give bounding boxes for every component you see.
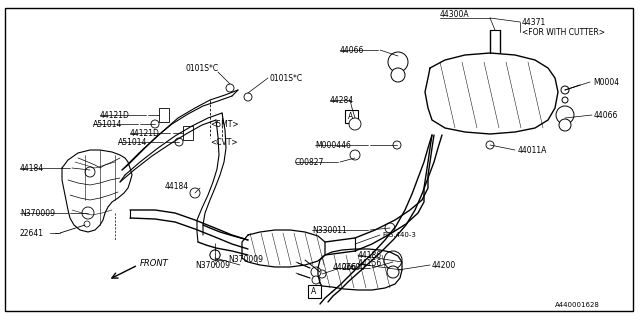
Text: 44184: 44184 [165, 181, 189, 190]
Circle shape [384, 251, 402, 269]
Text: A: A [312, 287, 317, 297]
Circle shape [210, 250, 220, 260]
Text: 44186: 44186 [358, 251, 382, 260]
Text: 0101S*C: 0101S*C [270, 74, 303, 83]
Circle shape [387, 266, 399, 278]
Text: 44121D: 44121D [130, 129, 160, 138]
Text: FRONT: FRONT [140, 259, 169, 268]
Circle shape [82, 207, 94, 219]
Circle shape [562, 97, 568, 103]
Circle shape [393, 141, 401, 149]
Circle shape [350, 150, 360, 160]
Text: N370009: N370009 [195, 260, 230, 269]
Circle shape [385, 223, 395, 233]
Circle shape [311, 267, 321, 277]
Text: 44300A: 44300A [440, 10, 470, 19]
Circle shape [388, 52, 408, 72]
Circle shape [190, 188, 200, 198]
Bar [345, 110, 358, 123]
Bar [308, 285, 321, 298]
Circle shape [486, 141, 494, 149]
Text: A440001628: A440001628 [555, 302, 600, 308]
Text: A51014: A51014 [93, 119, 122, 129]
Circle shape [349, 118, 361, 130]
Circle shape [556, 106, 574, 124]
Circle shape [318, 270, 326, 278]
Text: <FOR WITH CUTTER>: <FOR WITH CUTTER> [522, 28, 605, 36]
Text: A51014: A51014 [118, 138, 147, 147]
Text: N370009: N370009 [228, 255, 263, 265]
Circle shape [85, 167, 95, 177]
Text: 44011A: 44011A [518, 146, 547, 155]
Text: A: A [348, 111, 354, 121]
Text: 44156: 44156 [358, 260, 382, 268]
Bar [159, 108, 169, 122]
Circle shape [244, 93, 252, 101]
Circle shape [84, 221, 90, 227]
Text: 44200: 44200 [432, 260, 456, 269]
Text: M000446: M000446 [315, 140, 351, 149]
Circle shape [561, 86, 569, 94]
Text: M0004: M0004 [593, 77, 619, 86]
Text: C00827: C00827 [295, 157, 324, 166]
Text: <CVT>: <CVT> [210, 138, 237, 147]
Text: 22641: 22641 [20, 228, 44, 237]
Text: <5MT>: <5MT> [210, 119, 239, 129]
Circle shape [226, 84, 234, 92]
Bar [183, 126, 193, 140]
Text: 44066: 44066 [340, 45, 364, 54]
Circle shape [559, 119, 571, 131]
Text: 44066: 44066 [594, 110, 618, 119]
Circle shape [312, 276, 320, 284]
Circle shape [151, 120, 159, 128]
Text: 44121D: 44121D [100, 110, 130, 119]
Text: 44066: 44066 [333, 263, 357, 273]
Circle shape [175, 138, 183, 146]
Text: 22690: 22690 [342, 263, 366, 273]
Text: N330011: N330011 [312, 226, 347, 235]
Text: N370009: N370009 [20, 209, 55, 218]
Circle shape [391, 68, 405, 82]
Text: 44284: 44284 [330, 95, 354, 105]
Text: 0101S*C: 0101S*C [185, 63, 218, 73]
Text: FIG.440-3: FIG.440-3 [382, 232, 416, 238]
Text: 44371: 44371 [522, 18, 547, 27]
Text: 44184: 44184 [20, 164, 44, 172]
Circle shape [210, 250, 220, 260]
